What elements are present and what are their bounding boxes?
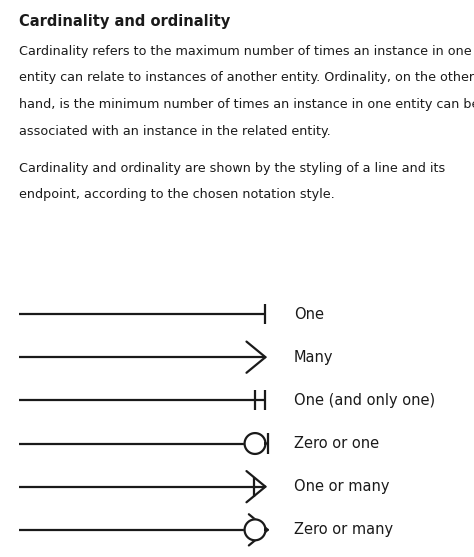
Text: One: One [294,306,324,321]
Text: Cardinality and ordinality are shown by the styling of a line and its: Cardinality and ordinality are shown by … [19,162,445,174]
Text: Zero or many: Zero or many [294,522,393,538]
Text: associated with an instance in the related entity.: associated with an instance in the relat… [19,125,331,138]
Text: Zero or one: Zero or one [294,436,379,451]
Text: Cardinality refers to the maximum number of times an instance in one: Cardinality refers to the maximum number… [19,45,472,57]
Polygon shape [245,520,265,540]
Text: One or many: One or many [294,479,389,494]
Text: Many: Many [294,350,333,365]
Text: Cardinality and ordinality: Cardinality and ordinality [19,14,230,29]
Text: endpoint, according to the chosen notation style.: endpoint, according to the chosen notati… [19,188,335,201]
Text: entity can relate to instances of another entity. Ordinality, on the other: entity can relate to instances of anothe… [19,71,474,84]
Text: hand, is the minimum number of times an instance in one entity can be: hand, is the minimum number of times an … [19,98,474,111]
Text: One (and only one): One (and only one) [294,393,435,408]
Polygon shape [245,433,265,454]
